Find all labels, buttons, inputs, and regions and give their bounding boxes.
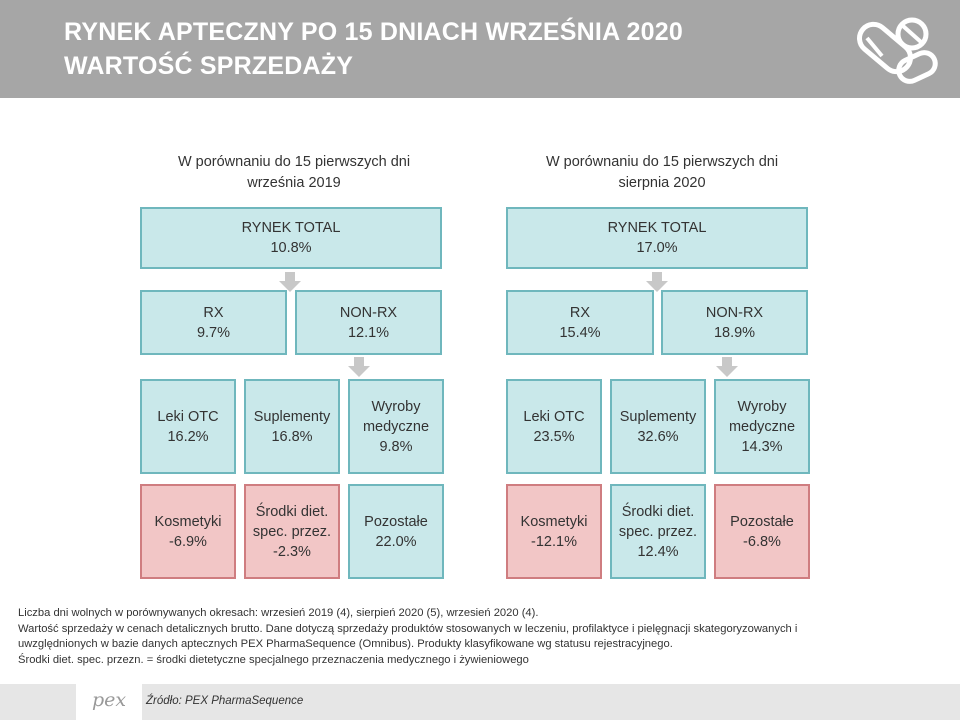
- category-text: Kosmetyki: [154, 513, 222, 530]
- page-subtitle: WARTOŚĆ SPRZEDAŻY: [64, 52, 354, 80]
- category-text: Środki diet.: [255, 503, 329, 520]
- box-value: 10.8%: [270, 240, 312, 256]
- caption-line: W porównaniu do 15 pierwszych dni: [545, 154, 779, 170]
- category-text: Środki diet.: [621, 503, 695, 520]
- nonrx-box: NON-RX 18.9%: [661, 290, 808, 355]
- rx-box: RX 9.7%: [140, 290, 287, 355]
- footer-bar: pex Źródło: PEX PharmaSequence: [0, 684, 960, 720]
- arrow-down-icon: [348, 357, 370, 377]
- category-box: Wyroby medyczne 14.3%: [714, 379, 810, 474]
- nonrx-box: NON-RX 12.1%: [295, 290, 442, 355]
- category-box: Pozostałe -6.8%: [714, 484, 810, 579]
- category-text: 12.4%: [637, 543, 679, 560]
- category-text: Pozostałe: [364, 513, 428, 530]
- arrow-down-icon: [279, 272, 301, 292]
- category-text: Kosmetyki: [520, 513, 588, 530]
- category-text: Wyroby: [737, 398, 787, 415]
- category-text: 32.6%: [637, 428, 679, 445]
- rx-box: RX 15.4%: [506, 290, 654, 355]
- caption-line: września 2019: [247, 175, 341, 191]
- category-box: Leki OTC 23.5%: [506, 379, 602, 474]
- caption-line: W porównaniu do 15 pierwszych dni: [177, 154, 411, 170]
- category-text: Leki OTC: [523, 408, 585, 425]
- box-value: 9.7%: [196, 324, 231, 341]
- box-label: NON-RX: [705, 304, 764, 321]
- category-text: spec. przez.: [252, 523, 332, 540]
- box-label: RX: [569, 304, 591, 321]
- category-text: spec. przez.: [618, 523, 698, 540]
- category-box: Suplementy 32.6%: [610, 379, 706, 474]
- pex-logo: pex: [76, 684, 142, 720]
- arrow-down-icon: [646, 272, 668, 292]
- category-text: 16.2%: [167, 428, 209, 445]
- market-total-box: RYNEK TOTAL 10.8%: [140, 207, 442, 269]
- category-text: medyczne: [728, 418, 796, 435]
- box-value: 17.0%: [636, 240, 678, 256]
- category-box: Leki OTC 16.2%: [140, 379, 236, 474]
- footnotes: Liczba dni wolnych w porównywanych okres…: [18, 606, 948, 668]
- category-text: Pozostałe: [730, 513, 794, 530]
- category-text: 9.8%: [379, 438, 413, 455]
- category-text: -6.8%: [743, 533, 781, 550]
- category-text: -2.3%: [273, 543, 311, 560]
- source-note: Źródło: PEX PharmaSequence: [146, 695, 304, 707]
- header-bar: RYNEK APTECZNY PO 15 DNIACH WRZEŚNIA 202…: [0, 0, 960, 98]
- box-label: RYNEK TOTAL: [241, 220, 341, 236]
- category-text: 23.5%: [533, 428, 575, 445]
- pills-icon: [857, 17, 938, 84]
- market-total-box: RYNEK TOTAL 17.0%: [506, 207, 808, 269]
- box-value: 12.1%: [347, 324, 390, 341]
- panel-caption: W porównaniu do 15 pierwszych dni sierpn…: [492, 152, 832, 194]
- category-text: 16.8%: [271, 428, 313, 445]
- category-text: Suplementy: [619, 408, 697, 425]
- footnote-line: Środki diet. spec. przezn. = środki diet…: [18, 653, 529, 666]
- category-text: Leki OTC: [157, 408, 219, 425]
- arrow-down-icon: [716, 357, 738, 377]
- footnote-line: Liczba dni wolnych w porównywanych okres…: [18, 607, 539, 619]
- panel-caption: W porównaniu do 15 pierwszych dni wrześn…: [124, 152, 464, 194]
- category-box: Wyroby medyczne 9.8%: [348, 379, 444, 474]
- page-title: RYNEK APTECZNY PO 15 DNIACH WRZEŚNIA 202…: [64, 18, 683, 46]
- category-text: -12.1%: [531, 533, 577, 550]
- category-box: Suplementy 16.8%: [244, 379, 340, 474]
- box-label: RX: [203, 304, 224, 321]
- category-box: Środki diet. spec. przez. -2.3%: [244, 484, 340, 579]
- box-label: RYNEK TOTAL: [607, 220, 707, 236]
- category-text: medyczne: [362, 418, 430, 435]
- category-text: 22.0%: [375, 533, 417, 550]
- category-box: Kosmetyki -12.1%: [506, 484, 602, 579]
- caption-line: sierpnia 2020: [618, 175, 706, 191]
- category-text: -6.9%: [169, 533, 207, 550]
- box-value: 15.4%: [559, 324, 601, 341]
- category-text: 14.3%: [741, 438, 783, 455]
- category-box: Kosmetyki -6.9%: [140, 484, 236, 579]
- box-label: NON-RX: [339, 304, 398, 321]
- footnote-line: uwzględnionych w bazie danych aptecznych…: [18, 638, 673, 650]
- footnote-line: Wartość sprzedaży w cenach detalicznych …: [18, 622, 798, 635]
- category-text: Suplementy: [253, 408, 331, 425]
- box-value: 18.9%: [713, 324, 756, 341]
- category-box: Pozostałe 22.0%: [348, 484, 444, 579]
- category-text: Wyroby: [371, 398, 421, 415]
- category-box: Środki diet. spec. przez. 12.4%: [610, 484, 706, 579]
